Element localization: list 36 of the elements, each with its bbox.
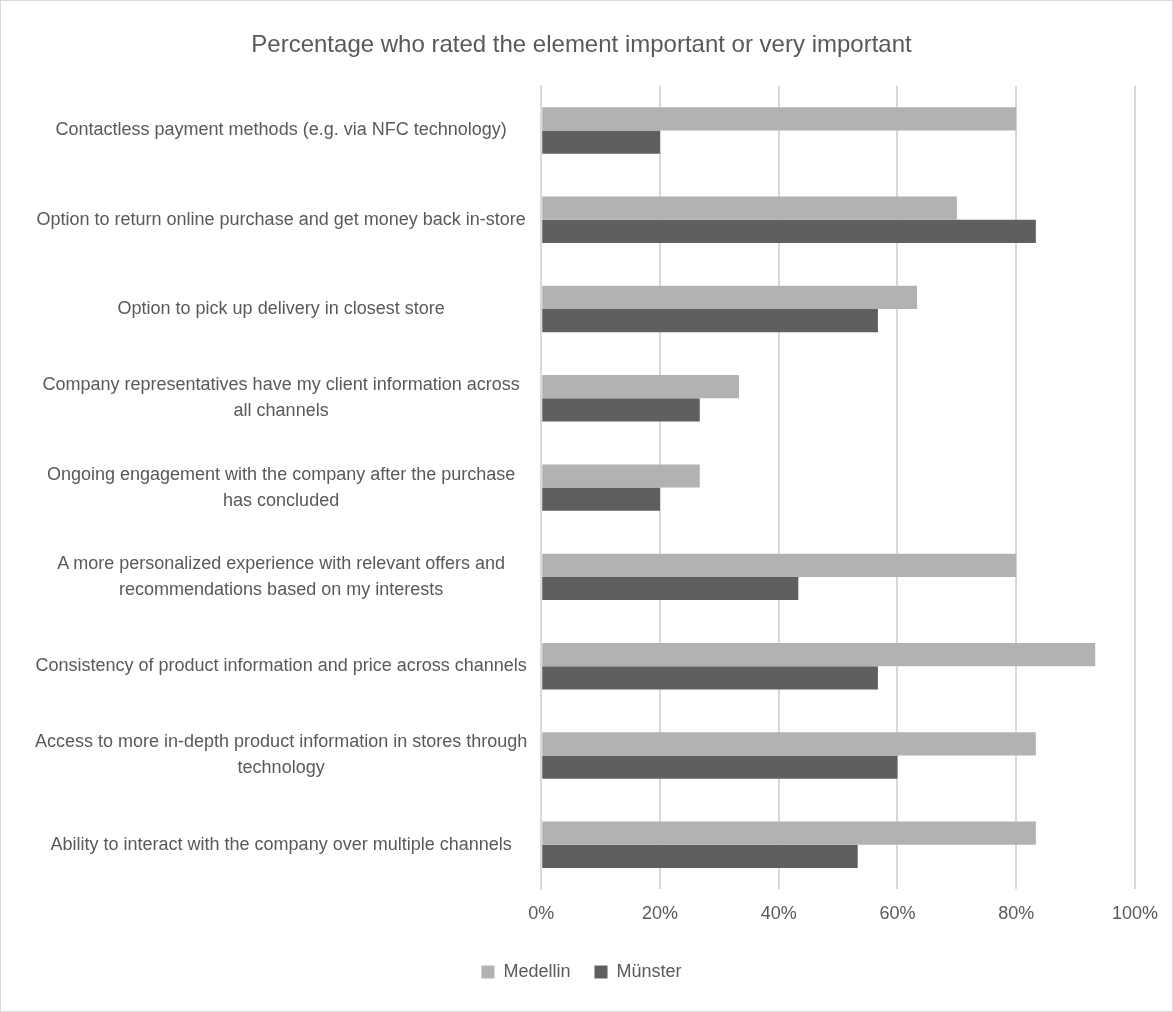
x-tick-label: 100% — [1111, 903, 1158, 924]
x-tick-label: 0% — [528, 903, 555, 924]
bar — [542, 219, 1036, 243]
bar — [542, 821, 1036, 845]
chart-title: Percentage who rated the element important or very important — [251, 30, 912, 58]
y-tick-label: Contactless payment methods (e.g. via NFC technology) — [55, 119, 507, 140]
legend-label: Münster — [616, 960, 682, 981]
y-tick-label: Option to pick up delivery in closest store — [117, 297, 445, 318]
x-tick-label: 20% — [641, 903, 679, 924]
x-tick-label: 40% — [760, 903, 797, 924]
bar — [542, 755, 898, 779]
y-tick-label: Access to more in-depth product information in stores through technology — [35, 731, 528, 778]
bar — [542, 732, 1036, 756]
x-tick-label: 60% — [879, 903, 916, 924]
bar — [542, 107, 1017, 131]
y-tick-label: Ongoing engagement with the company after the purchase has concluded — [46, 463, 516, 510]
bar — [542, 487, 660, 511]
y-tick-label: A more personalized experience with relevant offers and recommendations based on my interests — [57, 552, 506, 599]
bar — [542, 285, 918, 310]
legend-label: Medellin — [503, 960, 571, 981]
bar — [542, 375, 739, 399]
y-tick-label: Option to return online purchase and get money back in-store — [36, 208, 526, 229]
bar — [542, 576, 799, 601]
bar — [542, 309, 878, 333]
y-tick-label: Consistency of product information and price across channels — [35, 655, 527, 676]
bar — [542, 196, 957, 220]
bar — [542, 642, 1096, 667]
x-tick-label: 80% — [998, 903, 1035, 924]
bar — [542, 666, 878, 690]
bar — [542, 130, 660, 154]
y-tick-label: Company representatives have my client information across all channels — [42, 374, 520, 421]
y-tick-label: Ability to interact with the company over multiple channels — [50, 833, 512, 854]
bar — [542, 398, 700, 422]
bar — [542, 553, 1017, 577]
bar — [542, 844, 858, 868]
bar — [542, 464, 700, 488]
